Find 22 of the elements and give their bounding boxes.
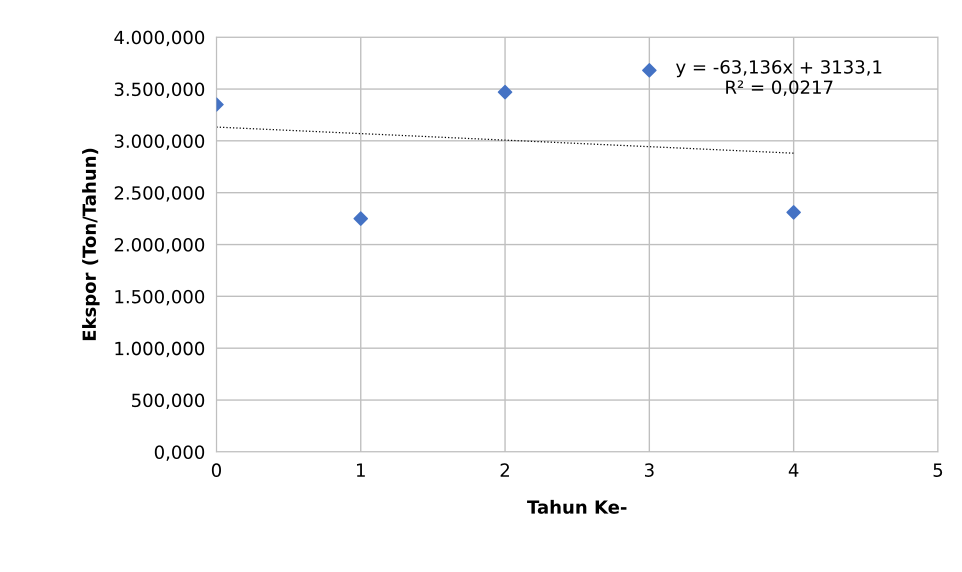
x-axis-title: Tahun Ke- xyxy=(527,500,626,514)
point xyxy=(353,211,368,226)
y-tick-label: 3.500,000 xyxy=(114,82,204,98)
point xyxy=(642,63,657,78)
y-tick-label: 2.000,000 xyxy=(114,238,204,254)
point xyxy=(498,84,512,100)
y-axis-title: Ekspor (Ton/Tahun) xyxy=(82,148,100,340)
x-tick-label: 1 xyxy=(356,464,365,477)
point xyxy=(786,205,801,220)
y-tick-label: 3.000,000 xyxy=(114,134,204,150)
y-tick-label: 2.500,000 xyxy=(114,186,204,202)
y-tick-label: 0,000 xyxy=(154,445,204,461)
annotation: y = -63,136x + 3133,1 R² = 0,0217 xyxy=(676,60,882,96)
x-tick-label: 2 xyxy=(500,463,509,477)
x-tick-label: 0 xyxy=(212,463,221,477)
y-tick-label: 4.000,000 xyxy=(114,30,204,46)
x-tick-label: 3 xyxy=(644,463,654,477)
x-tick-label: 5 xyxy=(934,464,942,477)
x-tick-label: 4 xyxy=(788,464,798,477)
y-tick-label: 1.500,000 xyxy=(115,290,204,306)
y-tick-label: 1.000,000 xyxy=(115,342,204,358)
y-tick-label: 500,000 xyxy=(132,394,204,409)
